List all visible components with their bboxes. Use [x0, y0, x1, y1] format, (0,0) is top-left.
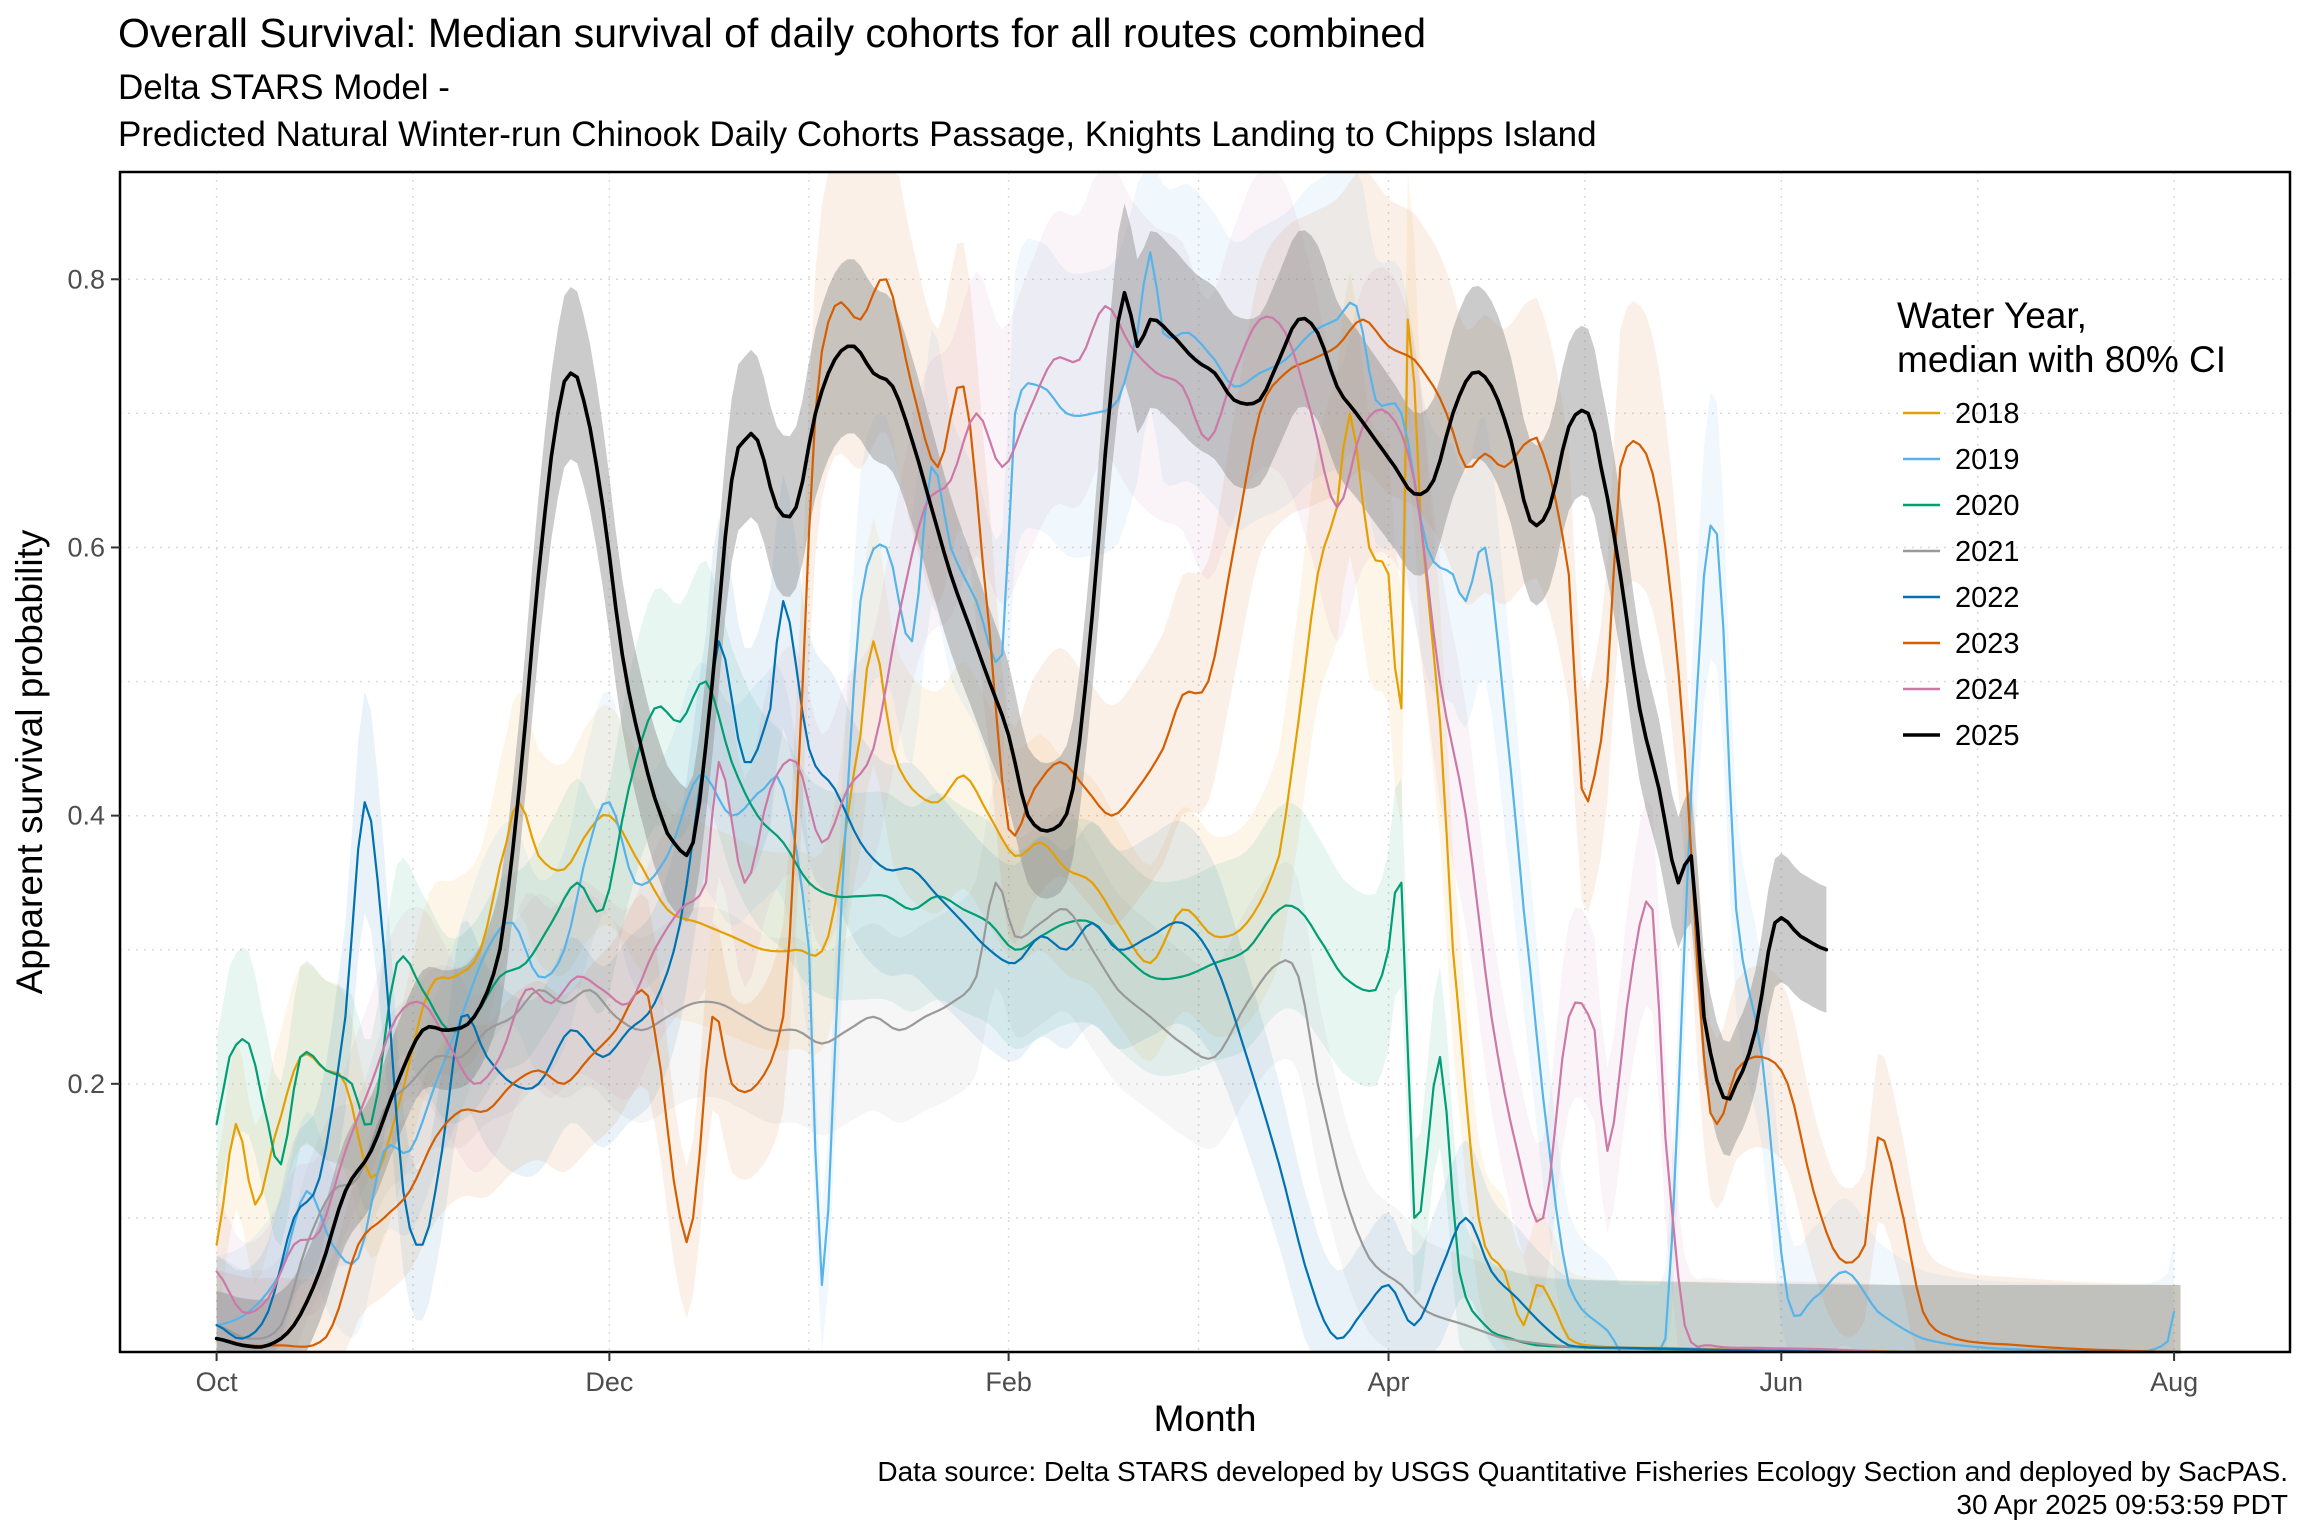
- ci-ribbon-2021: [216, 778, 2181, 1352]
- legend-title-line-1: Water Year,: [1897, 295, 2087, 336]
- ci-ribbon-2019: [216, 172, 2175, 1352]
- y-axis-title: Apparent survival probability: [9, 529, 50, 994]
- y-axis-ticks: 0.2 0.4 0.6 0.8: [67, 264, 120, 1099]
- caption-source: Data source: Delta STARS developed by US…: [877, 1456, 2288, 1487]
- legend-label-2023: 2023: [1955, 628, 2020, 660]
- chart-title: Overall Survival: Median survival of dai…: [118, 10, 1426, 56]
- series-lines: [214, 251, 2182, 1354]
- series-line-2019: [215, 251, 2176, 1354]
- x-tick-label: Oct: [196, 1367, 239, 1397]
- plot-border: [118, 170, 2292, 1354]
- series-line-2023: [215, 278, 2182, 1354]
- x-tick-label: Dec: [585, 1367, 633, 1397]
- chart-subtitle-line-1: Delta STARS Model -: [118, 68, 450, 107]
- plot-panel: [120, 172, 2290, 1352]
- y-tick-label: 0.6: [67, 532, 105, 562]
- series-line-2025: [214, 290, 1829, 1349]
- legend-label-2025: 2025: [1955, 720, 2020, 752]
- y-tick-label: 0.4: [67, 801, 105, 831]
- ci-ribbon-2018: [216, 172, 2181, 1352]
- ci-ribbon-2020: [216, 560, 2181, 1352]
- legend-label-2018: 2018: [1955, 398, 2020, 430]
- legend-label-2021: 2021: [1955, 536, 2020, 568]
- y-tick-label: 0.8: [67, 264, 105, 294]
- ci-ribbon-2022: [216, 474, 2181, 1352]
- y-tick-label: 0.2: [67, 1069, 105, 1099]
- x-axis-ticks: Oct Dec Feb Apr Jun Aug: [196, 1352, 2198, 1397]
- x-tick-label: Jun: [1760, 1367, 1804, 1397]
- series-line-2024: [215, 305, 2182, 1354]
- x-tick-label: Feb: [985, 1367, 1032, 1397]
- legend-label-2022: 2022: [1955, 582, 2020, 614]
- caption-timestamp: 30 Apr 2025 09:53:59 PDT: [1956, 1489, 2288, 1520]
- legend-label-2024: 2024: [1955, 674, 2020, 706]
- legend: Water Year, median with 80% CI 2018 2019 2…: [1897, 295, 2226, 752]
- chart-subtitle-line-2: Predicted Natural Winter-run Chinook Dai…: [118, 115, 1597, 154]
- legend-title-line-2: median with 80% CI: [1897, 339, 2226, 380]
- legend-label-2019: 2019: [1955, 444, 2020, 476]
- legend-label-2020: 2020: [1955, 490, 2020, 522]
- ci-ribbon-2024: [216, 172, 2181, 1352]
- x-axis-title: Month: [1154, 1398, 1257, 1439]
- x-tick-label: Apr: [1368, 1367, 1410, 1397]
- x-tick-label: Aug: [2150, 1367, 2198, 1397]
